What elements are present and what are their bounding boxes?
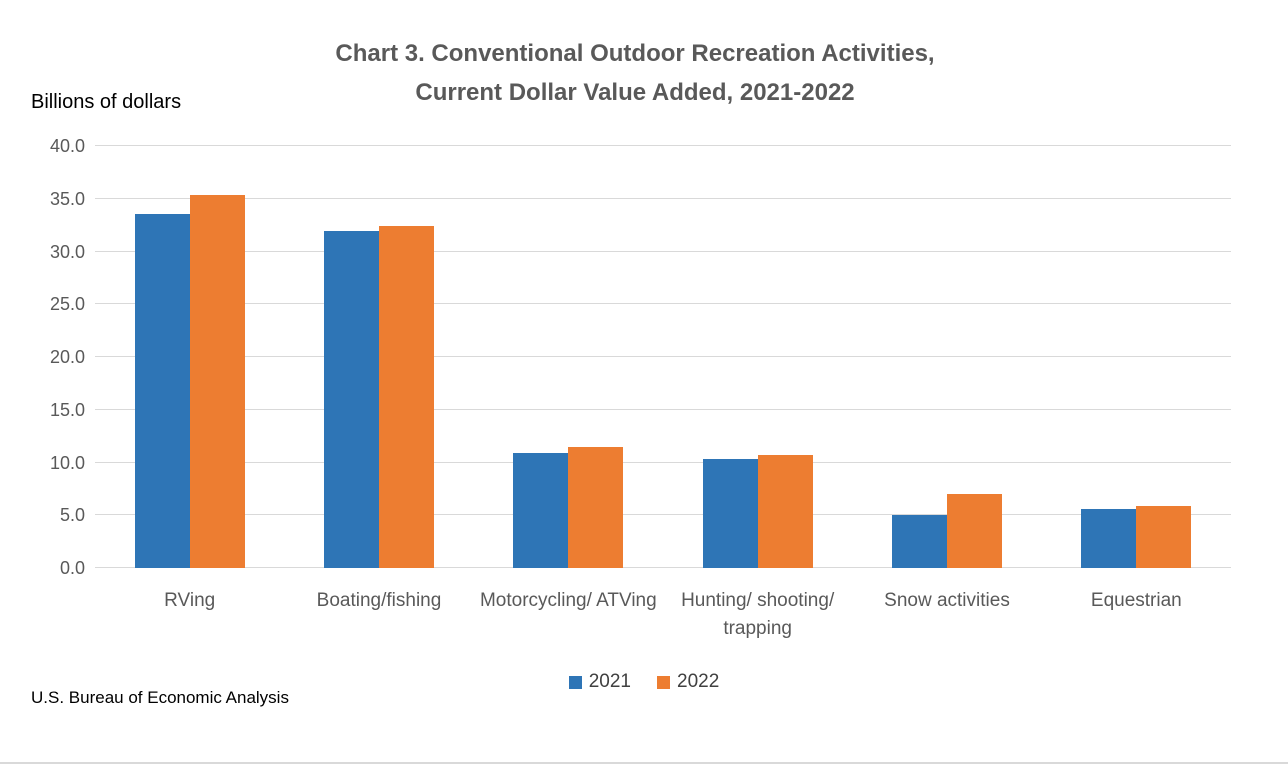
- legend-swatch-icon: [657, 675, 670, 689]
- bar-group: [324, 226, 434, 568]
- bar-group: [1081, 505, 1192, 568]
- gridline: [95, 303, 1231, 305]
- chart-title-line2: Current Dollar Value Added, 2021-2022: [415, 79, 855, 106]
- legend: 2021 2022: [0, 671, 1288, 693]
- category-label: Equestrian: [1090, 590, 1182, 611]
- chart-title: Chart 3. Conventional Outdoor Recreation…: [0, 34, 1270, 112]
- category-label: RVing: [164, 590, 216, 611]
- gridline: [95, 356, 1231, 357]
- bar-2022: [568, 446, 624, 568]
- category-label: Snow activities: [884, 590, 1010, 611]
- bar-2021: [892, 515, 947, 568]
- gridline: [95, 197, 1231, 199]
- y-tick-label: 40.0: [49, 136, 85, 156]
- legend-item-2022: 2022: [657, 671, 719, 693]
- bar-2022: [379, 226, 434, 568]
- gridline: [95, 145, 1231, 146]
- bar-group: [513, 446, 624, 568]
- y-tick-label: 35.0: [49, 188, 85, 209]
- bar-group: [702, 455, 813, 568]
- y-tick-label: 5.0: [59, 505, 85, 526]
- source-attribution: U.S. Bureau of Economic Analysis: [31, 688, 289, 707]
- bar-2022: [1136, 505, 1192, 568]
- gridline: [95, 567, 1231, 568]
- y-tick-label: 20.0: [49, 347, 85, 367]
- y-tick-label: 30.0: [49, 241, 85, 262]
- legend-item-2021: 2021: [568, 671, 631, 693]
- legend-label: 2021: [588, 671, 631, 692]
- category-label: Boating/fishing: [316, 590, 442, 611]
- bar-2021: [134, 213, 190, 568]
- category-label: Hunting/ shooting/ trapping: [681, 590, 835, 639]
- gridline: [95, 514, 1231, 516]
- y-tick-label: 10.0: [49, 452, 85, 473]
- y-axis-units-label: Billions of dollars: [31, 91, 182, 113]
- legend-label: 2022: [677, 671, 720, 692]
- plot-area: 0.0 5.0 10.0 15.0 20.0 25.0 30.0 35.0 40.0 RVing B…: [50, 136, 1231, 639]
- legend-swatch-icon: [568, 675, 582, 689]
- bar-2022: [947, 494, 1002, 568]
- bar-group: [892, 494, 1002, 568]
- category-label: Motorcycling/ ATVing: [479, 590, 657, 611]
- bar-2021: [513, 453, 569, 568]
- y-tick-label: 25.0: [49, 294, 85, 315]
- bar-2021: [1081, 508, 1137, 568]
- bar-2021: [324, 231, 379, 568]
- chart-title-line1: Chart 3. Conventional Outdoor Recreation…: [335, 40, 935, 67]
- bottom-divider-line: [0, 762, 1288, 764]
- bar-2022: [757, 455, 813, 568]
- bar-2022: [189, 194, 245, 568]
- gridline: [95, 250, 1231, 252]
- bar-2021: [702, 459, 758, 568]
- gridline: [95, 461, 1231, 463]
- y-tick-label: 0.0: [59, 558, 85, 578]
- y-tick-label: 15.0: [49, 399, 85, 420]
- bar-group: [134, 194, 245, 568]
- gridline: [95, 408, 1231, 410]
